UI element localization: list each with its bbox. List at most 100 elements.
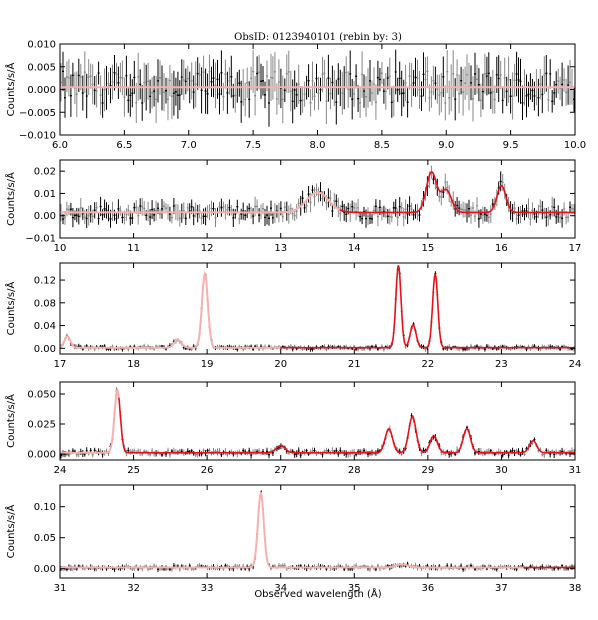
x-tick-label: 31: [569, 465, 582, 476]
y-tick-label: 0.08: [34, 298, 56, 309]
data-errorbars-dark: [60, 490, 573, 572]
model-line-dark: [339, 171, 575, 214]
x-tick-label: 22: [421, 359, 434, 370]
y-tick-label: 0.00: [34, 344, 56, 355]
model-line-light: [60, 490, 524, 569]
data-errorbars-dark: [70, 271, 573, 352]
x-tick-label: 34: [274, 583, 287, 594]
y-tick-label: 0.12: [34, 276, 56, 287]
panel-frame: [59, 262, 576, 355]
x-tick-label: 25: [127, 465, 140, 476]
panels-group: 6.0 6.5 7.0 7.5 8.0 8.5 9.0 9.5 10.0 −0.010 −0.005…: [4, 40, 586, 595]
data-steps-light: [69, 390, 575, 456]
panel-3: 17 18 19 20 21 22 23 24 0.00 0.04 0.08 0.12 Counts/s…: [4, 262, 582, 370]
data-errorbars-light: [60, 268, 575, 352]
x-tick-label: 8.0: [310, 140, 326, 151]
x-tick-label: 29: [421, 465, 434, 476]
panel-4: 24 25 26 27 28 29 30 31 0.000 0.025 0.050 Counts/s/…: [4, 381, 582, 476]
y-tick-label: 0.00: [34, 211, 56, 222]
x-tick-label: 23: [495, 359, 508, 370]
panel-frame: [59, 43, 576, 136]
data-errorbars-light: [62, 504, 575, 572]
y-tick-label: −0.010: [19, 131, 56, 142]
panel-frame: [59, 381, 576, 461]
panel-frame: [59, 484, 576, 579]
panel-data-group: [60, 265, 575, 352]
x-tick-label: 11: [127, 243, 140, 254]
x-tick-label: 10.0: [564, 140, 586, 151]
panel-2: 10 11 12 13 14 15 16 17 −0.01 0.00 0.01 0.02 Counts/…: [4, 159, 582, 254]
x-tick-label: 10: [54, 243, 67, 254]
panel-1: 6.0 6.5 7.0 7.5 8.0 8.5 9.0 9.5 10.0 −0.010 −0.005…: [4, 40, 586, 152]
x-tick-label: 16: [495, 243, 508, 254]
y-tick-label: 0.010: [27, 40, 56, 51]
y-axis-label: Counts/s/Å: [4, 281, 17, 335]
model-line-light: [60, 270, 281, 349]
x-tick-label: 36: [421, 583, 434, 594]
model-line-dark: [280, 265, 575, 349]
y-axis-label: Counts/s/Å: [4, 172, 17, 226]
x-tick-label: 32: [127, 583, 140, 594]
x-tick-label: 12: [201, 243, 214, 254]
x-axis-label: Observed wavelength (Å): [254, 587, 381, 600]
y-axis-label: Counts/s/Å: [4, 504, 17, 558]
panel-5: 31 32 33 34 35 36 37 38 0.00 0.05 0.10 Counts/s/Å: [4, 484, 582, 594]
panel-data-group: [60, 165, 575, 228]
x-tick-label: 6.5: [116, 140, 132, 151]
x-tick-label: 31: [54, 583, 67, 594]
x-tick-label: 37: [495, 583, 508, 594]
y-axis-label: Counts/s/Å: [4, 62, 17, 116]
x-tick-label: 27: [274, 465, 287, 476]
data-steps-light: [62, 506, 575, 570]
panel-data-group: [60, 490, 575, 572]
data-errorbars-dark: [62, 171, 571, 228]
y-tick-label: 0.050: [27, 390, 56, 401]
x-tick-label: 9.5: [503, 140, 519, 151]
figure-title: ObsID: 0123940101 (rebin by: 3): [234, 32, 402, 43]
y-tick-label: 0.05: [34, 533, 56, 544]
x-tick-label: 24: [569, 359, 582, 370]
y-tick-label: 0.01: [34, 189, 56, 200]
data-steps-dark: [69, 272, 573, 350]
x-tick-label: 33: [201, 583, 214, 594]
model-line-light: [60, 387, 120, 454]
x-tick-label: 13: [274, 243, 287, 254]
x-tick-label: 17: [54, 359, 67, 370]
x-tick-label: 17: [569, 243, 582, 254]
x-tick-label: 28: [348, 465, 361, 476]
panel-frame: [59, 159, 576, 239]
data-steps-dark: [60, 412, 571, 456]
x-tick-label: 18: [127, 359, 140, 370]
x-tick-label: 21: [348, 359, 361, 370]
x-tick-label: 7.0: [181, 140, 197, 151]
x-tick-label: 15: [421, 243, 434, 254]
data-errorbars-light: [70, 387, 575, 458]
x-tick-label: 24: [54, 465, 67, 476]
model-line-dark: [118, 397, 575, 454]
y-tick-label: 0.025: [27, 420, 56, 431]
x-tick-label: 19: [201, 359, 214, 370]
x-tick-label: 8.5: [374, 140, 390, 151]
y-tick-label: 0.04: [34, 321, 56, 332]
x-tick-label: 26: [201, 465, 214, 476]
x-tick-label: 38: [569, 583, 582, 594]
y-tick-label: 0.00: [34, 564, 56, 575]
y-tick-label: −0.005: [19, 108, 56, 119]
panel-data-group: [60, 387, 575, 459]
y-tick-label: 0.000: [27, 450, 56, 461]
panel-data-group: [60, 49, 575, 127]
y-tick-label: 0.005: [27, 62, 56, 73]
x-tick-label: 9.0: [438, 140, 454, 151]
y-tick-label: 0.000: [27, 85, 56, 96]
x-tick-label: 35: [348, 583, 361, 594]
data-steps-light: [60, 269, 575, 351]
model-line-light: [60, 191, 341, 214]
x-tick-label: 7.5: [245, 140, 261, 151]
y-axis-label: Counts/s/Å: [4, 394, 17, 448]
y-tick-label: 0.02: [34, 167, 56, 178]
x-tick-label: 6.0: [52, 140, 68, 151]
y-tick-label: 0.10: [34, 502, 56, 513]
x-tick-label: 20: [274, 359, 287, 370]
y-tick-label: −0.01: [25, 234, 56, 245]
